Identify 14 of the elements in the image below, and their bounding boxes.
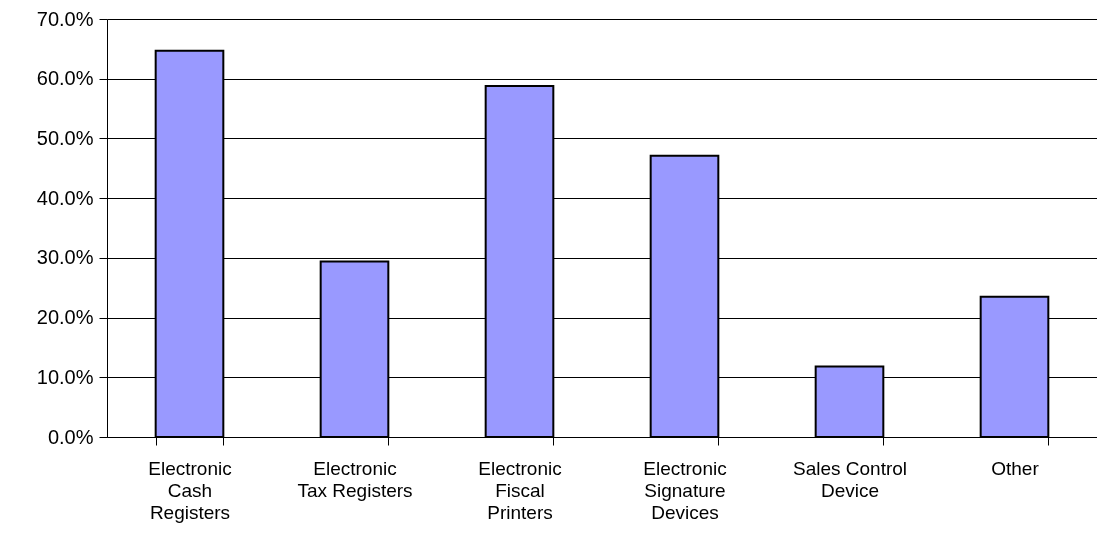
x-tick-label: Electronic Cash Registers xyxy=(148,457,232,523)
x-tick-label: Electronic Fiscal Printers xyxy=(478,457,562,523)
x-tick-label: Sales Control Device xyxy=(792,457,908,501)
x-tick-label: Electronic Tax Registers xyxy=(297,457,413,501)
y-tick-label: 60.0% xyxy=(36,67,94,90)
x-tick-label: Electronic Signature Devices xyxy=(643,457,727,523)
y-tick-label: 0.0% xyxy=(47,425,94,448)
y-tick-label: 10.0% xyxy=(36,365,94,388)
y-tick-label: 20.0% xyxy=(36,306,94,329)
x-tick-label: Other xyxy=(991,457,1040,479)
y-tick-label: 50.0% xyxy=(36,126,94,149)
y-tick-label: 70.0% xyxy=(36,7,94,30)
y-tick-label: 40.0% xyxy=(36,186,94,209)
y-tick-label: 30.0% xyxy=(36,246,94,269)
